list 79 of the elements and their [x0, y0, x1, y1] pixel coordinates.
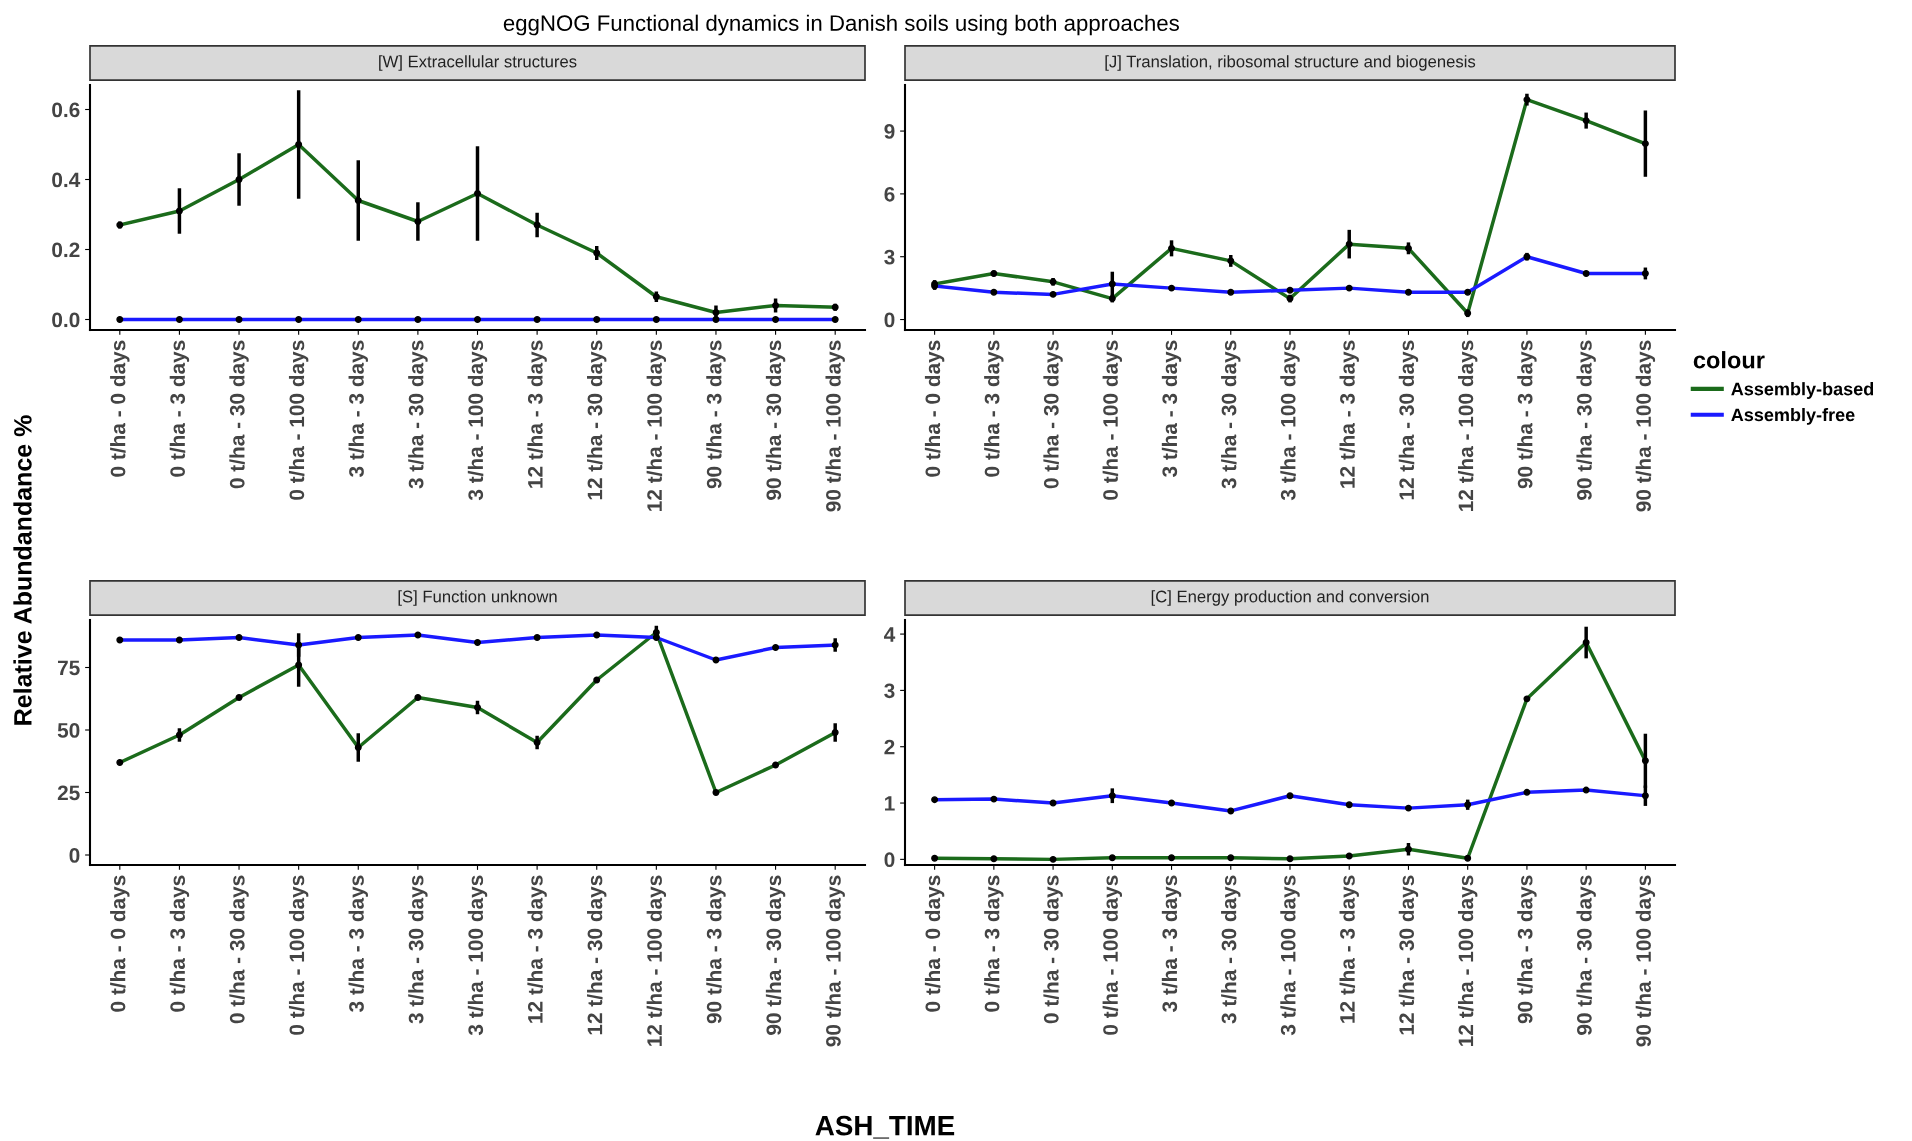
x-tick-label: 3 t/ha - 3 days [1161, 875, 1182, 1013]
x-tick-label: 12 t/ha - 30 days [1398, 340, 1419, 500]
y-tick-label: 0.4 [52, 172, 81, 188]
x-tick-label: 12 t/ha - 30 days [587, 875, 607, 1035]
x-tick-label: 3 t/ha - 30 days [408, 340, 428, 489]
x-tick-label: 12 t/ha - 100 days [1457, 340, 1478, 511]
x-tick-label: 12 t/ha - 100 days [646, 340, 667, 511]
x-tick-label: 12 t/ha - 30 days [587, 340, 607, 500]
x-tick-label: 0 t/ha - 0 days [110, 875, 130, 1012]
x-tick-label: 0 t/ha - 100 days [288, 875, 309, 1035]
x-tick-label: 90 t/ha - 30 days [1576, 340, 1596, 500]
x-tick-label: 12 t/ha - 3 days [527, 340, 547, 488]
x-tick-label: 12 t/ha - 100 days [646, 875, 667, 1046]
x-tick-label: 90 t/ha - 100 days [1635, 340, 1656, 512]
x-tick-label: 3 t/ha - 3 days [348, 875, 368, 1013]
x-tick-label: 12 t/ha - 3 days [527, 875, 547, 1023]
x-tick-label: 12 t/ha - 30 days [1398, 875, 1419, 1035]
y-tick-label: 4 [884, 627, 896, 642]
y-axis-title: Relative Abundandance % [13, 415, 32, 725]
x-tick-label: 90 t/ha - 30 days [1576, 875, 1596, 1035]
x-tick-label: 0 t/ha - 0 days [924, 875, 945, 1012]
y-tick-label: 3 [884, 683, 895, 699]
x-tick-label: 0 t/ha - 0 days [110, 340, 130, 477]
chart-title: [W] Extracellular structures [379, 55, 577, 71]
y-tick-label: 1 [885, 796, 895, 811]
x-tick-label: 90 t/ha - 100 days [825, 875, 845, 1047]
x-tick-label: 0 t/ha - 30 days [229, 875, 249, 1024]
x-tick-label: 0 t/ha - 30 days [229, 340, 249, 489]
y-tick-label: 3 [884, 249, 895, 265]
x-tick-label: 0 t/ha - 3 days [169, 875, 190, 1012]
y-tick-label: 2 [884, 739, 895, 755]
x-tick-label: 90 t/ha - 100 days [1635, 875, 1656, 1047]
x-tick-label: 0 t/ha - 100 days [1102, 875, 1123, 1035]
y-tick-label: 0.6 [52, 102, 80, 118]
y-tick-label: 0 [69, 848, 80, 863]
x-tick-label: 3 t/ha - 30 days [1221, 875, 1241, 1024]
chart-title: [C] Energy production and conversion [1151, 590, 1429, 606]
y-tick-label: 75 [58, 660, 80, 676]
y-tick-label: 0.0 [52, 312, 80, 328]
chart-title: [S] Function unknown [398, 590, 557, 606]
text: eggNOG Functional dynamics in Danish soils using both approaches [503, 14, 1179, 36]
x-tick-label: 3 t/ha - 30 days [408, 875, 428, 1024]
y-tick-label: 0.2 [52, 242, 80, 258]
x-tick-label: 0 t/ha - 100 days [1102, 340, 1123, 500]
y-tick-label: 50 [57, 723, 80, 738]
y-tick-label: 25 [57, 785, 80, 801]
legend-label: Assembly-free [1731, 407, 1855, 425]
y-tick-label: 0 [884, 852, 895, 868]
x-tick-label: 0 t/ha - 0 days [924, 340, 945, 477]
y-tick-label: 9 [884, 124, 895, 139]
x-tick-label: 0 t/ha - 3 days [984, 875, 1004, 1012]
x-tick-label: 0 t/ha - 100 days [288, 340, 309, 500]
x-tick-label: 3 t/ha - 3 days [1161, 340, 1182, 478]
x-tick-label: 90 t/ha - 3 days [706, 875, 726, 1024]
x-tick-label: 0 t/ha - 3 days [169, 340, 190, 477]
y-tick-label: 6 [884, 186, 895, 202]
x-tick-label: 90 t/ha - 3 days [706, 340, 726, 489]
x-tick-label: 3 t/ha - 100 days [467, 875, 488, 1036]
x-tick-label: 3 t/ha - 3 days [348, 340, 368, 478]
x-tick-label: 12 t/ha - 100 days [1457, 875, 1478, 1046]
x-tick-label: 90 t/ha - 30 days [765, 875, 786, 1035]
x-tick-label: 3 t/ha - 30 days [1221, 340, 1241, 489]
y-tick-label: 0 [884, 312, 895, 328]
x-tick-label: 12 t/ha - 3 days [1339, 875, 1359, 1023]
x-tick-label: 12 t/ha - 3 days [1339, 340, 1359, 488]
legend-title: colour [1693, 351, 1765, 369]
x-tick-label: 0 t/ha - 30 days [1043, 875, 1063, 1024]
x-tick-label: 0 t/ha - 3 days [984, 340, 1004, 477]
x-axis-title: ASH_TIME [815, 1115, 955, 1139]
x-tick-label: 3 t/ha - 100 days [1280, 875, 1300, 1036]
x-tick-label: 90 t/ha - 30 days [765, 340, 786, 500]
x-tick-label: 90 t/ha - 3 days [1517, 875, 1537, 1024]
x-tick-label: 0 t/ha - 30 days [1043, 340, 1063, 489]
x-tick-label: 3 t/ha - 100 days [1280, 340, 1300, 501]
x-tick-label: 90 t/ha - 3 days [1517, 340, 1537, 489]
x-tick-label: 3 t/ha - 100 days [467, 340, 488, 501]
x-tick-label: 90 t/ha - 100 days [825, 340, 845, 512]
chart-title: [J] Translation, ribosomal structure and biogenesis [1105, 55, 1476, 71]
legend-label: Assembly-based [1731, 382, 1874, 399]
